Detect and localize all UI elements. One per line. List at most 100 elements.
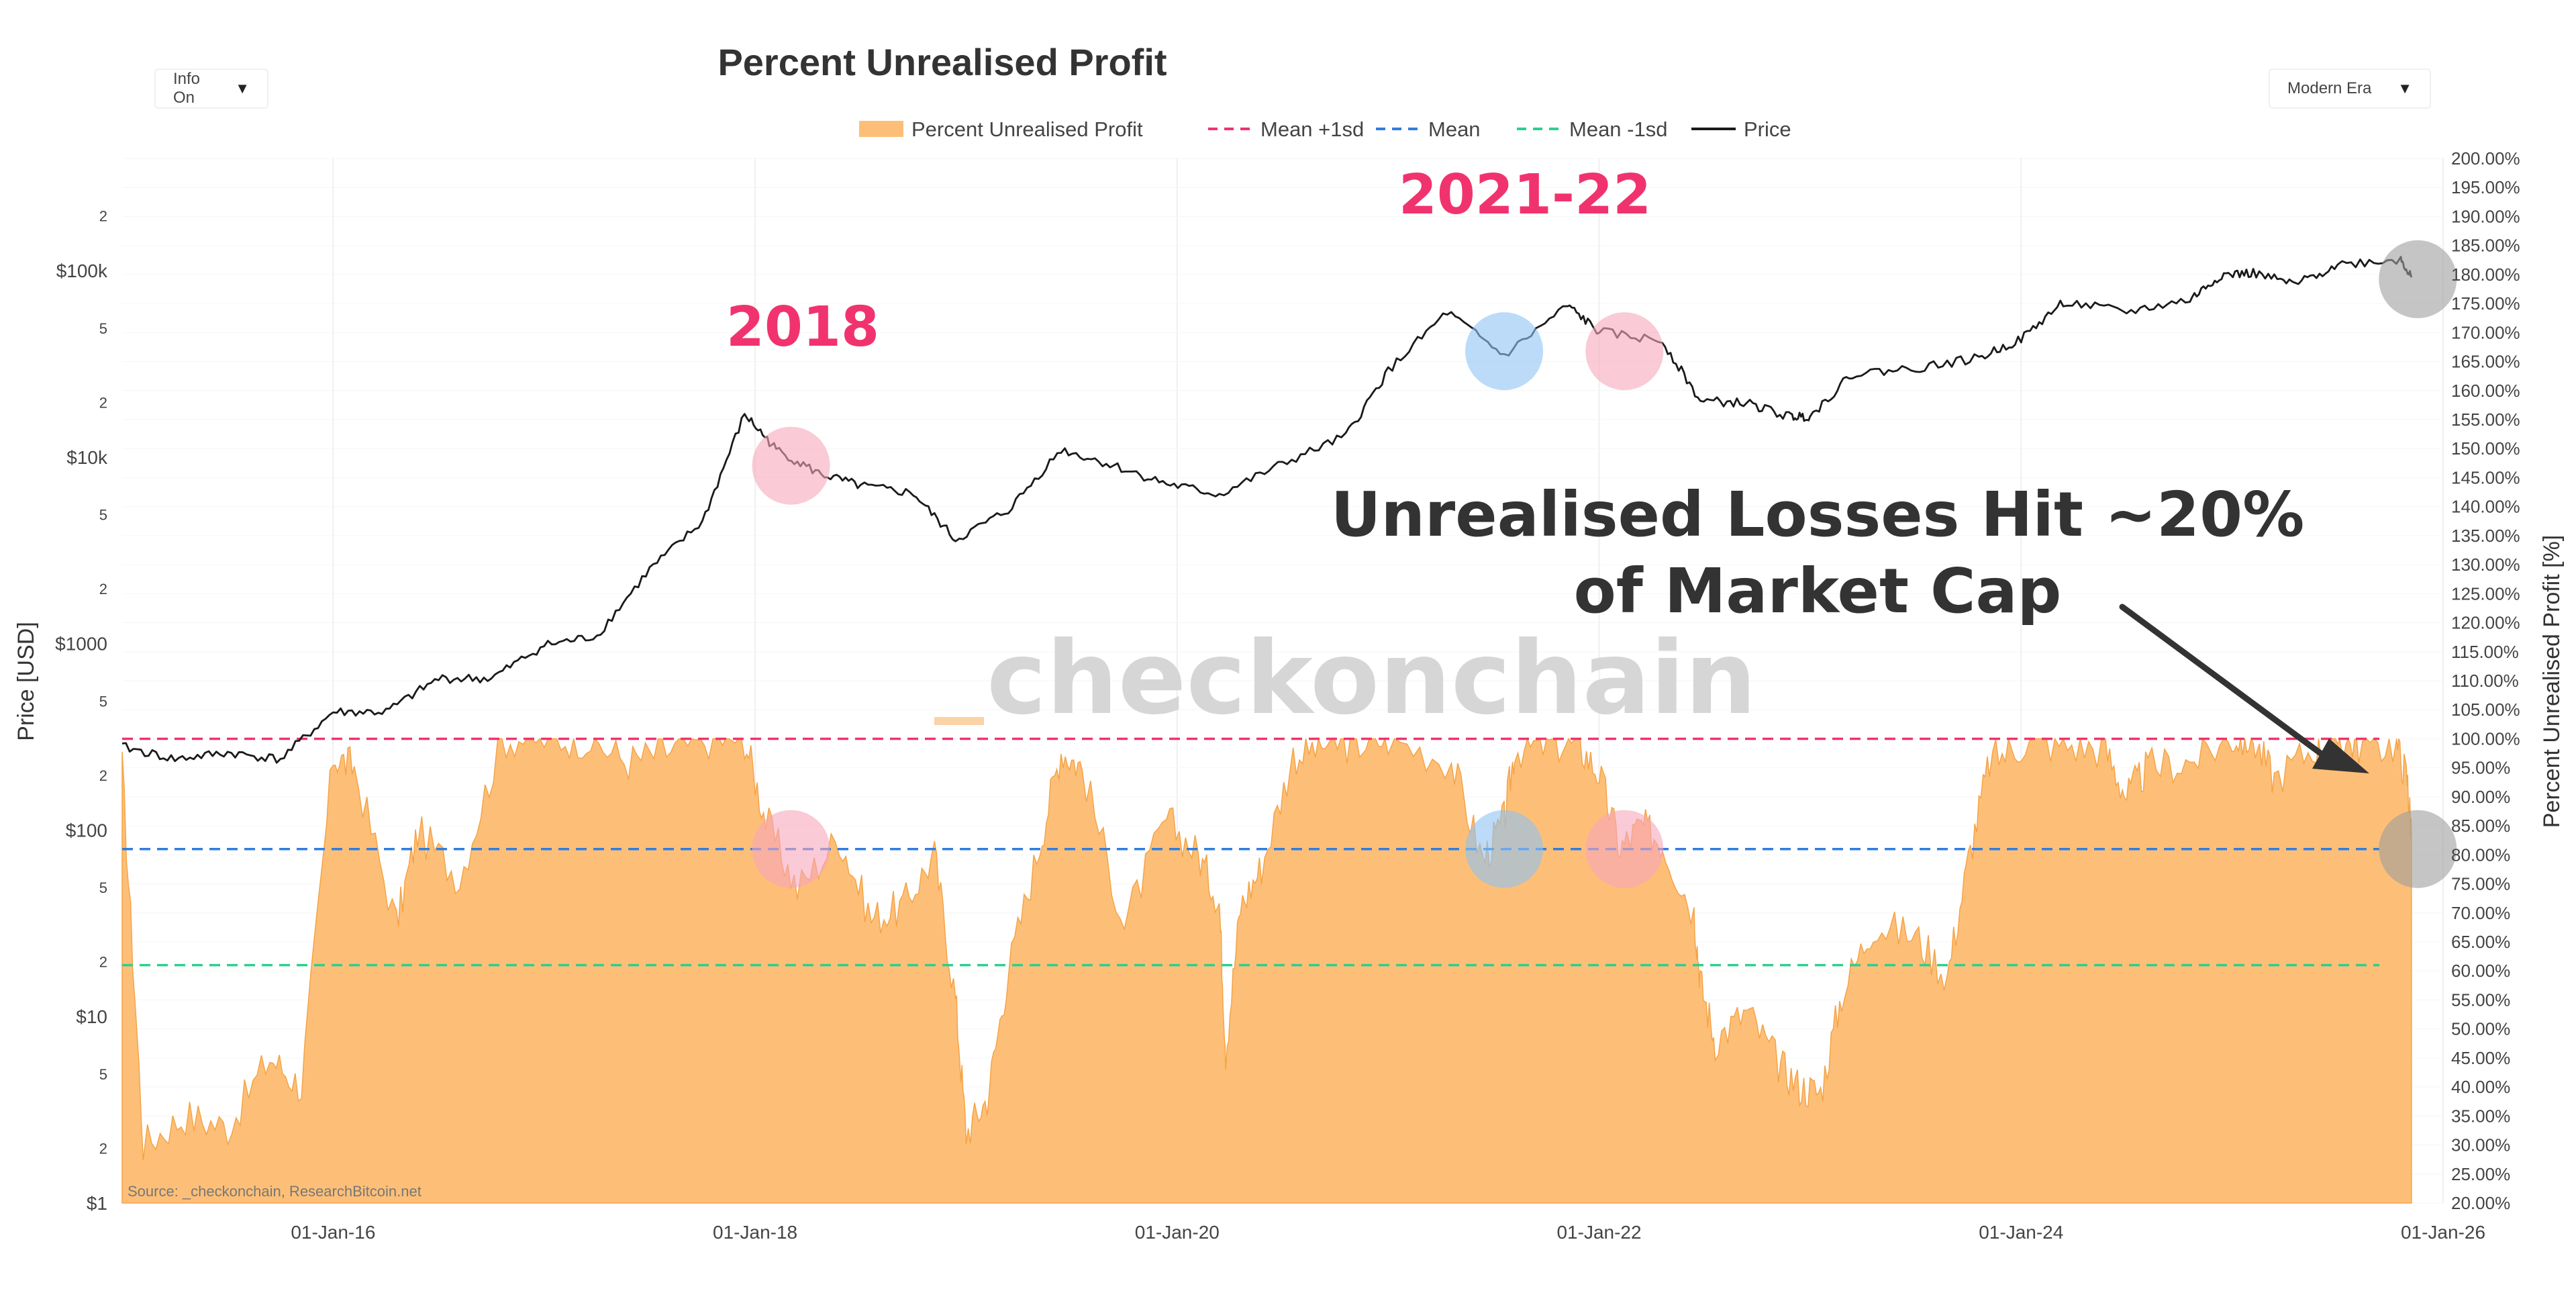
legend-label: Price xyxy=(1744,117,1791,141)
y-left-tick-label: $1 xyxy=(87,1193,107,1214)
source-note: Source: _checkonchain, ResearchBitcoin.n… xyxy=(128,1183,422,1200)
legend-label: Mean -1sd xyxy=(1569,117,1667,141)
info-toggle-label: Info On xyxy=(173,70,201,107)
highlight-circles xyxy=(752,240,2457,888)
x-tick-label: 01-Jan-24 xyxy=(1979,1222,2063,1243)
legend-item: Mean +1sd xyxy=(1208,117,1364,141)
price-line xyxy=(121,256,2413,764)
highlight-circle-gray-price xyxy=(2379,240,2457,318)
y-left-tick-label: 5 xyxy=(99,320,107,337)
y-right-tick-label: 75.00% xyxy=(2451,874,2510,894)
y-right-tick-label: 185.00% xyxy=(2451,236,2520,256)
headline-line-1: Unrealised Losses Hit ~20% xyxy=(1331,479,2305,550)
y-right-tick-label: 40.00% xyxy=(2451,1077,2510,1097)
y-left-tick-label: 2 xyxy=(99,581,107,597)
chevron-down-icon: ▼ xyxy=(2397,80,2412,97)
info-toggle-dropdown[interactable]: Info On ▼ xyxy=(154,68,268,109)
pup-area xyxy=(121,736,2412,1204)
watermark-accent-bar xyxy=(934,717,984,725)
y-right-tick-label: 70.00% xyxy=(2451,903,2510,923)
y-right-tick-label: 50.00% xyxy=(2451,1019,2510,1039)
y-left-axis-title: Price [USD] xyxy=(13,622,39,741)
highlight-circle-gray-pup xyxy=(2379,810,2457,888)
y-left-tick-label: $10k xyxy=(66,447,108,468)
x-tick-label: 01-Jan-16 xyxy=(291,1222,375,1243)
chevron-down-icon: ▼ xyxy=(235,80,250,97)
legend-label: Mean +1sd xyxy=(1260,117,1364,141)
legend-item: Price xyxy=(1691,117,1791,141)
y-right-axis-title: Percent Unrealised Profit [%] xyxy=(2539,535,2565,828)
x-tick-label: 01-Jan-20 xyxy=(1135,1222,1220,1243)
y-left-tick-label: 2 xyxy=(99,394,107,411)
watermark-text: checkonchain xyxy=(987,620,1756,737)
y-right-tick-label: 150.00% xyxy=(2451,438,2520,459)
y-right-tick-label: 120.00% xyxy=(2451,613,2520,633)
y-right-tick-label: 20.00% xyxy=(2451,1193,2510,1213)
y-right-tick-label: 85.00% xyxy=(2451,816,2510,836)
y-right-tick-label: 90.00% xyxy=(2451,787,2510,807)
y-right-tick-label: 175.00% xyxy=(2451,293,2520,314)
watermark: checkonchain xyxy=(934,620,1756,737)
arrow-annotation xyxy=(2119,604,2369,773)
y-right-tick-label: 105.00% xyxy=(2451,700,2520,720)
y-left-tick-label: $1000 xyxy=(55,634,107,655)
label-2021-22: 2021-22 xyxy=(1399,163,1651,227)
y-right-tick-label: 60.00% xyxy=(2451,961,2510,981)
y-left-tick-label: 5 xyxy=(99,879,107,896)
y-right-tick-label: 125.00% xyxy=(2451,583,2520,604)
y-left-tick-label: $100 xyxy=(66,820,107,841)
legend-label: Mean xyxy=(1428,117,1481,141)
axes: 01-Jan-16 01-Jan-18 01-Jan-20 01-Jan-22 01-J… xyxy=(13,148,2565,1243)
pup-area-path xyxy=(121,736,2412,1204)
era-select-label: Modern Era xyxy=(2287,79,2372,97)
y-left-tick-label: 5 xyxy=(99,507,107,524)
y-right-tick-label: 180.00% xyxy=(2451,265,2520,285)
arrow-shaft xyxy=(2119,604,2336,765)
highlight-circle-pink-price xyxy=(1585,312,1664,391)
y-left-tick-label: 2 xyxy=(99,954,107,971)
x-tick-label: 01-Jan-22 xyxy=(1556,1222,1641,1243)
price-line-path xyxy=(121,256,2413,764)
y-left-tick-label: 5 xyxy=(99,1066,107,1083)
y-left-tick-label: 2 xyxy=(99,767,107,784)
legend-item: Mean -1sd xyxy=(1517,117,1667,141)
y-left-tick-label: 2 xyxy=(99,208,107,225)
y-left-tick-label: 2 xyxy=(99,1140,107,1157)
y-right-tick-label: 155.00% xyxy=(2451,410,2520,430)
y-right-tick-label: 95.00% xyxy=(2451,758,2510,778)
label-2018: 2018 xyxy=(726,295,879,359)
highlight-circle-pink-price xyxy=(752,426,830,505)
y-right-tick-label: 30.00% xyxy=(2451,1135,2510,1155)
y-right-tick-label: 170.00% xyxy=(2451,322,2520,342)
y-right-tick-label: 190.00% xyxy=(2451,206,2520,226)
era-select-dropdown[interactable]: Modern Era ▼ xyxy=(2269,68,2431,109)
legend-item: Percent Unrealised Profit xyxy=(859,117,1143,141)
y-right-tick-label: 110.00% xyxy=(2451,671,2519,691)
legend-item: Mean xyxy=(1376,117,1481,141)
legend[interactable]: Percent Unrealised Profit Mean +1sd Mean Me… xyxy=(859,117,1791,141)
x-tick-label: 01-Jan-26 xyxy=(2401,1222,2485,1243)
highlight-circle-blue-pup xyxy=(1465,810,1544,888)
y-right-tick-label: 80.00% xyxy=(2451,845,2510,865)
x-tick-label: 01-Jan-18 xyxy=(713,1222,797,1243)
y-right-tick-label: 25.00% xyxy=(2451,1164,2510,1184)
arrow-head xyxy=(2312,738,2369,773)
highlight-circle-pink-pup xyxy=(1585,810,1664,888)
headline-line-2: of Market Cap xyxy=(1574,555,2062,627)
y-right-tick-label: 140.00% xyxy=(2451,497,2520,517)
y-right-tick-label: 145.00% xyxy=(2451,467,2520,487)
highlight-circle-blue-price xyxy=(1465,312,1544,391)
y-right-tick-label: 65.00% xyxy=(2451,932,2510,952)
y-left-tick-label: $100k xyxy=(56,260,108,281)
reference-lines xyxy=(122,737,2379,967)
legend-swatch-area xyxy=(859,121,903,137)
y-right-tick-label: 100.00% xyxy=(2451,728,2520,749)
y-right-tick-label: 130.00% xyxy=(2451,555,2520,575)
legend-label: Percent Unrealised Profit xyxy=(911,117,1143,141)
y-left-tick-label: $10 xyxy=(76,1006,107,1027)
chart-title: Percent Unrealised Profit xyxy=(717,41,1167,83)
y-right-tick-label: 55.00% xyxy=(2451,990,2510,1010)
y-right-tick-label: 165.00% xyxy=(2451,352,2520,372)
y-right-tick-label: 160.00% xyxy=(2451,381,2520,401)
